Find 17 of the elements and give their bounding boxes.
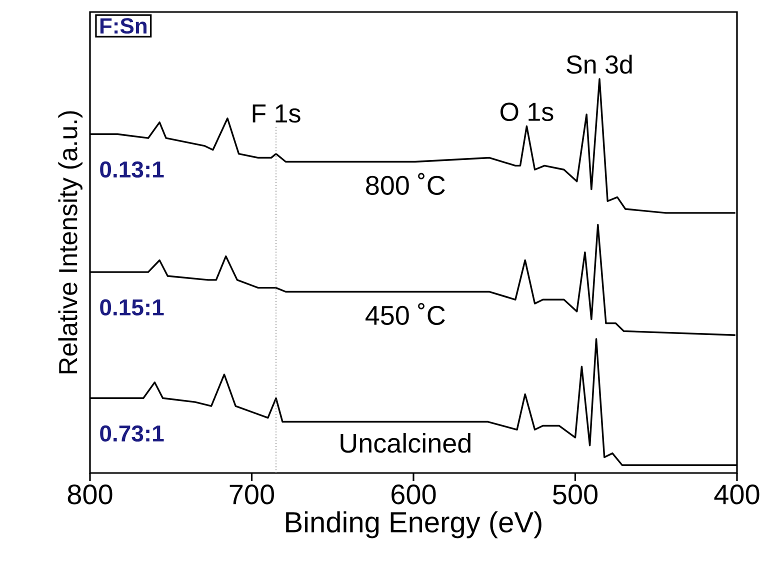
- series-label: 450 ˚C: [366, 302, 445, 325]
- x-tick-label: 600: [392, 484, 436, 504]
- annotation: Sn 3d: [566, 54, 632, 74]
- x-tick-label: 400: [714, 484, 760, 504]
- x-tick-label: 800: [68, 484, 112, 504]
- y-axis-title: Relative Intensity (a.u.): [58, 111, 82, 374]
- series-label: Uncalcined: [340, 432, 470, 453]
- annotation: 0.13:1: [100, 161, 164, 178]
- annotation: 0.15:1: [100, 299, 164, 316]
- annotation: 0.73:1: [100, 425, 164, 442]
- x-axis-title: Binding Energy (eV): [286, 511, 542, 538]
- x-tick-label: 500: [553, 484, 598, 504]
- annotation: O 1s: [500, 102, 554, 122]
- series-label: 800 ˚C: [366, 172, 445, 195]
- annotation: F 1s: [252, 104, 300, 123]
- x-tick-label: 700: [230, 484, 274, 504]
- chart-title: F:Sn: [100, 18, 146, 34]
